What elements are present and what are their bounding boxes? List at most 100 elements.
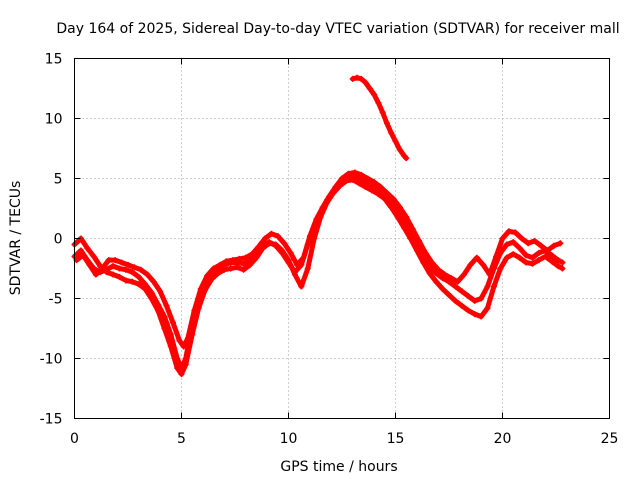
data-point (240, 266, 247, 273)
data-point (208, 276, 215, 283)
data-point (403, 213, 410, 220)
data-point (550, 242, 557, 249)
data-point (319, 204, 326, 211)
data-point (439, 285, 446, 292)
x-tick-label: 15 (387, 431, 405, 447)
data-series-layer (71, 74, 566, 378)
data-point (394, 213, 401, 220)
data-point (366, 85, 373, 92)
data-point (538, 242, 545, 249)
y-tick-label: -10 (40, 352, 63, 368)
data-point (375, 191, 382, 198)
data-point (409, 225, 416, 232)
data-point (105, 257, 112, 264)
data-point (351, 169, 358, 176)
y-tick-label: -5 (49, 292, 63, 308)
data-point (379, 109, 386, 116)
data-point (148, 295, 155, 302)
data-point (377, 183, 384, 190)
data-point (137, 266, 144, 273)
data-point (396, 204, 403, 211)
data-point (388, 129, 395, 136)
y-tick-label: 5 (54, 172, 63, 188)
data-point (471, 311, 478, 318)
data-point (332, 183, 339, 190)
data-point (458, 302, 465, 309)
data-point (326, 193, 333, 200)
data-point (154, 307, 161, 314)
data-point (383, 189, 390, 196)
x-tick-label: 0 (70, 431, 79, 447)
data-point (505, 228, 512, 235)
data-point (480, 261, 487, 268)
data-point (217, 261, 224, 268)
data-point (512, 229, 519, 236)
data-point (313, 216, 320, 223)
data-point (435, 266, 442, 273)
data-point (460, 271, 467, 278)
data-point (420, 259, 427, 266)
data-point (157, 288, 164, 295)
data-point (77, 247, 84, 254)
data-point (182, 361, 189, 368)
data-point (473, 254, 480, 261)
data-point (129, 278, 136, 285)
data-point (122, 266, 129, 273)
data-point (548, 252, 555, 259)
data-point (135, 273, 142, 280)
data-point (210, 265, 217, 272)
y-axis-ticks: -15 -10 -5 0 5 10 15 (40, 52, 610, 428)
data-point (542, 253, 549, 260)
data-point (221, 266, 228, 273)
data-point (300, 254, 307, 261)
data-point (503, 254, 510, 261)
data-point (381, 195, 388, 202)
data-point (103, 269, 110, 276)
data-point (229, 257, 236, 264)
data-point (486, 271, 493, 278)
data-point (478, 295, 485, 302)
data-point (306, 233, 313, 240)
data-point (304, 265, 311, 272)
x-gridlines (181, 58, 503, 419)
data-point (298, 283, 305, 290)
y-tick-label: 0 (54, 232, 63, 248)
data-point (407, 235, 414, 242)
data-point (446, 291, 452, 298)
data-point (452, 283, 459, 290)
data-point (371, 91, 378, 98)
data-point (403, 155, 410, 162)
data-point (178, 371, 185, 378)
data-point (529, 260, 536, 267)
data-point (353, 74, 360, 81)
data-point (364, 175, 371, 182)
data-point (428, 259, 435, 266)
data-point (285, 257, 292, 264)
data-point (555, 263, 562, 270)
data-point (110, 263, 117, 270)
series-line (72, 177, 565, 377)
data-point (259, 245, 266, 252)
data-point (287, 249, 294, 256)
data-point (291, 271, 298, 278)
data-point (557, 240, 564, 247)
y-axis-label: SDTVAR / TECUs (8, 181, 24, 296)
data-point (116, 273, 123, 280)
data-point (559, 259, 566, 266)
data-point (433, 270, 440, 277)
data-point (529, 254, 536, 261)
series-4 (349, 74, 410, 162)
data-point (555, 257, 562, 264)
series-line (74, 170, 563, 349)
data-point (142, 285, 149, 292)
series-3 (73, 169, 564, 350)
data-point (345, 170, 352, 177)
data-point (118, 259, 125, 266)
data-point (227, 265, 234, 272)
data-point (471, 297, 478, 304)
data-point (368, 187, 375, 194)
x-tick-label: 5 (177, 431, 186, 447)
data-point (249, 251, 256, 258)
data-point (184, 335, 191, 342)
